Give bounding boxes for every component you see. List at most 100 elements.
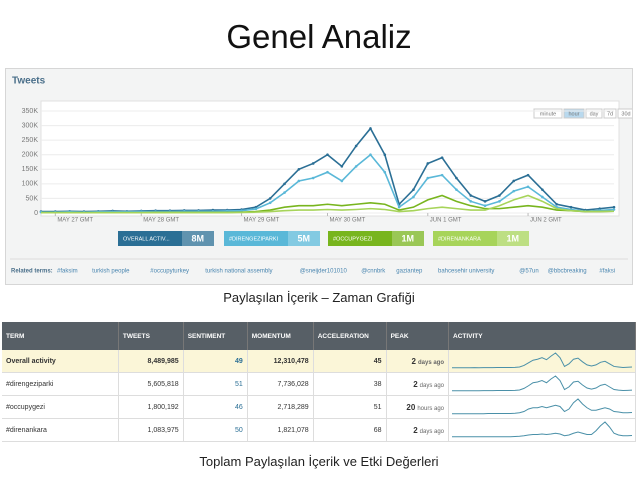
activity-cell (448, 418, 636, 442)
cell: 12,310,478 (247, 350, 314, 373)
related-label: Related terms: (11, 269, 53, 275)
point (512, 189, 516, 193)
peak-unit: days ago (419, 382, 444, 389)
header-row: TERM TWEETS SENTIMENT MOMENTUM ACCELERATION P… (2, 322, 636, 350)
sparkline-line (452, 421, 633, 438)
related-term[interactable]: @cnnbrk (361, 269, 386, 275)
point (268, 197, 272, 200)
legend-button[interactable] (118, 231, 214, 246)
column-header: PEAK (386, 322, 450, 350)
x-tick-label: MAY 30 GMT (330, 218, 366, 224)
legend-total-box (497, 231, 529, 246)
range-label: day (590, 111, 599, 117)
range-button[interactable] (585, 108, 603, 119)
legend-total: 1M (506, 233, 519, 243)
legend-button[interactable] (328, 231, 424, 246)
series-line (41, 194, 615, 214)
peak-unit: days ago (417, 359, 444, 366)
point (469, 200, 473, 203)
point (426, 162, 430, 165)
cell: 46 (183, 395, 248, 419)
related-term[interactable]: @57un (519, 269, 538, 275)
column-header: ACCELERATION (313, 322, 387, 350)
column-header: SENTIMENT (183, 322, 248, 350)
x-tick-label: MAY 27 GMT (57, 218, 93, 224)
related-term[interactable]: turkish people (92, 269, 130, 275)
point (412, 188, 415, 191)
cell: 7,736,028 (247, 372, 314, 396)
related-term[interactable]: @sneijder101010 (300, 269, 348, 275)
point (311, 176, 315, 180)
related-term[interactable]: turkish national assembly (205, 269, 272, 275)
point (326, 170, 329, 174)
peak-cell: 2 days ago (386, 418, 450, 442)
cell: #occupygezi (2, 395, 119, 419)
point (283, 191, 286, 194)
point (512, 179, 516, 183)
point (268, 201, 272, 205)
legend-total: 1M (401, 233, 414, 243)
cell: 2,718,289 (247, 395, 314, 419)
cell: 45 (313, 350, 387, 373)
table-row: #occupygezi 1,800,192 46 2,718,289 51 20 hours… (2, 395, 636, 419)
related-term[interactable]: #faksi (599, 269, 615, 275)
point (383, 153, 387, 157)
range-button[interactable] (563, 108, 585, 119)
point (369, 153, 372, 157)
range-label: hour (568, 111, 579, 117)
legend-button[interactable] (224, 231, 320, 246)
column-header: TWEETS (118, 322, 184, 350)
cell: 8,489,985 (118, 350, 184, 373)
peak-unit: hours ago (417, 405, 444, 412)
point (455, 188, 458, 191)
point (311, 162, 315, 165)
related-term[interactable]: #occupyturkey (150, 269, 189, 275)
legend-label: #DIRENANKARA (438, 236, 481, 242)
point (483, 200, 487, 203)
column-header: ACTIVITY (448, 322, 636, 350)
sparkline (452, 352, 633, 369)
legend-button[interactable] (433, 231, 529, 246)
peak-number: 2 (411, 356, 416, 366)
point (612, 205, 616, 209)
peak-cell: 2 days ago (386, 372, 450, 396)
stats-table: TERM TWEETS SENTIMENT MOMENTUM ACCELERATION P… (2, 322, 636, 442)
sparkline (452, 375, 633, 392)
y-tick-label: 350K (22, 108, 39, 115)
point (354, 144, 358, 148)
range-label: 30d (621, 111, 630, 117)
range-button[interactable] (533, 108, 563, 119)
column-header: TERM (2, 322, 119, 350)
point (383, 170, 387, 174)
related-term[interactable]: #faksim (57, 269, 78, 275)
sparkline-line (452, 352, 633, 369)
related-term[interactable]: bahcesehir university (438, 269, 494, 275)
point (455, 176, 458, 180)
peak-number: 20 (406, 402, 416, 412)
cell: 38 (313, 372, 387, 396)
cell: 50 (183, 418, 248, 442)
range-label: 7d (607, 111, 613, 117)
point (297, 179, 301, 183)
point (397, 205, 401, 209)
cell: 68 (313, 418, 387, 442)
y-tick-label: 300K (22, 122, 39, 129)
activity-cell (448, 350, 636, 373)
peak-cell: 2 days ago (386, 350, 450, 373)
table-caption: Toplam Paylaşılan İçerik ve Etki Değerle… (199, 454, 439, 469)
x-tick-label: MAY 28 GMT (143, 218, 179, 224)
point (526, 185, 530, 189)
point (498, 194, 501, 197)
point (612, 208, 616, 211)
point (440, 173, 444, 177)
range-button[interactable] (603, 108, 617, 119)
point (426, 176, 430, 180)
legend-label: #OCCUPYGEZI (333, 236, 373, 242)
legend-total-box (182, 231, 214, 246)
point (440, 156, 444, 159)
y-tick-label: 200K (22, 152, 39, 159)
range-label: minute (540, 111, 557, 117)
related-term[interactable]: @bbcbreaking (548, 269, 587, 275)
related-term[interactable]: gaziantep (396, 269, 423, 275)
